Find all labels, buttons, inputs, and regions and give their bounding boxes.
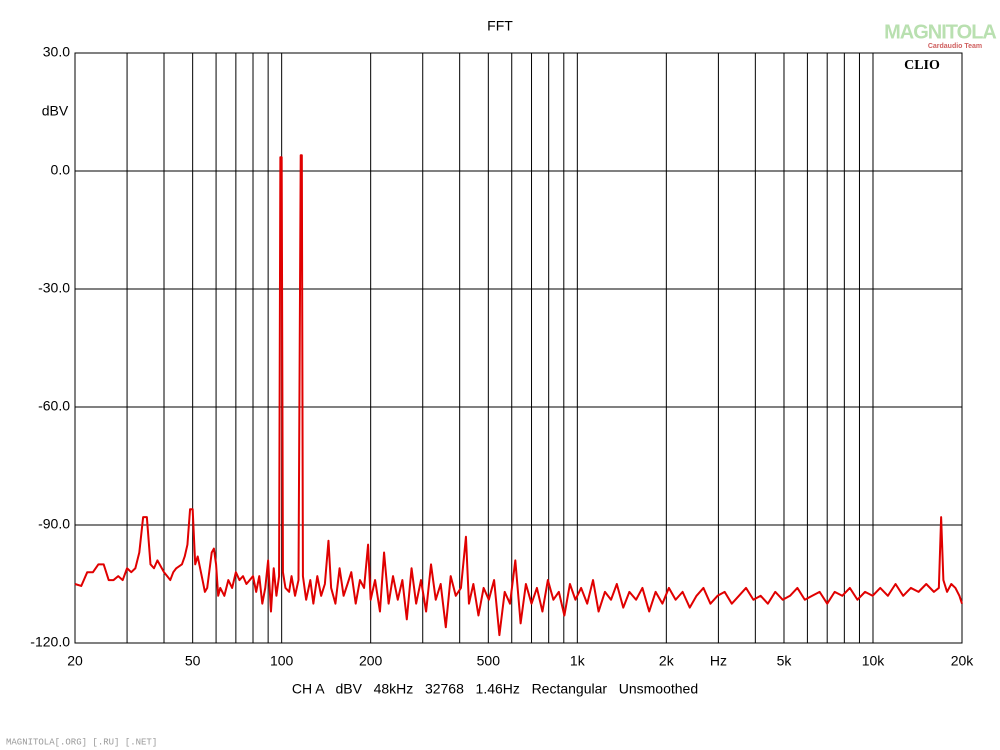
y-tick-label: -120.0 bbox=[30, 634, 70, 650]
y-tick-label: 30.0 bbox=[43, 44, 70, 60]
x-tick-label: 500 bbox=[477, 653, 501, 669]
x-tick-label: 200 bbox=[359, 653, 383, 669]
y-tick-label: -30.0 bbox=[38, 280, 70, 296]
y-tick-label: -90.0 bbox=[38, 516, 70, 532]
plot-border bbox=[74, 52, 963, 644]
watermark-sub: Cardaudio Team bbox=[928, 43, 982, 50]
data-line bbox=[74, 154, 963, 637]
y-axis-label: dBV bbox=[42, 103, 69, 119]
x-tick-label: 1k bbox=[570, 653, 586, 669]
footer: MAGNITOLA[.ORG] [.RU] [.NET] bbox=[6, 737, 157, 747]
x-tick-label: 20 bbox=[67, 653, 83, 669]
y-tick-label: 0.0 bbox=[51, 162, 71, 178]
x-tick-label: 5k bbox=[777, 653, 793, 669]
x-tick-label: 2k bbox=[659, 653, 675, 669]
x-tick-label: 10k bbox=[862, 653, 886, 669]
chart-title: FFT bbox=[487, 18, 513, 34]
brand: CLIO bbox=[904, 58, 940, 73]
x-tick-label: Hz bbox=[710, 653, 727, 669]
x-tick-label: 20k bbox=[951, 653, 975, 669]
y-tick-label: -60.0 bbox=[38, 398, 70, 414]
x-axis-label: CH A dBV 48kHz 32768 1.46Hz Rectangular … bbox=[292, 681, 698, 697]
watermark: MAGNITOLA bbox=[884, 21, 996, 43]
x-tick-label: 100 bbox=[270, 653, 294, 669]
x-tick-label: 50 bbox=[185, 653, 201, 669]
